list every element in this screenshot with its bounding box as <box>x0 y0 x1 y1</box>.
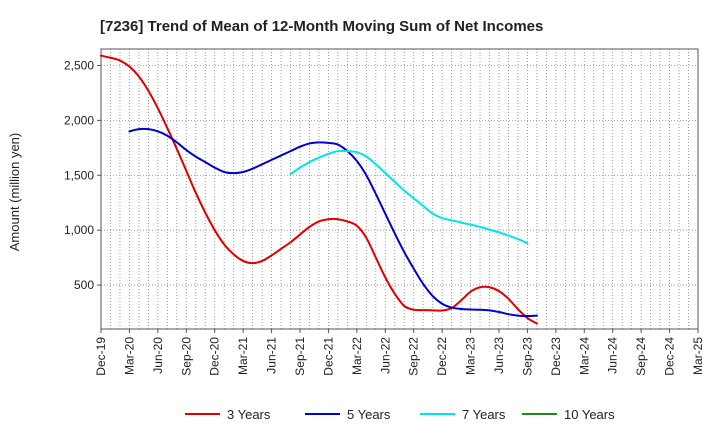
plot-frame <box>100 48 699 330</box>
plot-area: 500 1,000 1,500 2,000 2,500 Dec-19 Mar-20 Jun-2… <box>64 48 705 376</box>
y-tick-label: 1,000 <box>64 223 94 237</box>
y-tick-label: 500 <box>74 278 94 292</box>
x-tick-label: Dec-24 <box>663 337 677 376</box>
x-tick-label: Mar-20 <box>122 337 136 375</box>
x-tick-label: Sep-21 <box>293 337 307 376</box>
x-tick-label: Mar-21 <box>236 337 250 375</box>
x-tick-label: Dec-21 <box>321 337 335 376</box>
series-line-5-years <box>128 127 538 318</box>
legend: 3 Years 5 Years 7 Years 10 Years <box>185 407 615 422</box>
x-tick-label: Mar-25 <box>691 337 705 375</box>
x-tick-label: Mar-24 <box>577 337 591 375</box>
legend-label: 10 Years <box>564 407 615 422</box>
x-tick-label: Jun-22 <box>378 337 392 374</box>
x-tick-label: Dec-23 <box>549 337 563 376</box>
x-tick-label: Jun-20 <box>151 337 165 374</box>
x-tick-label: Mar-22 <box>350 337 364 375</box>
chart-title: [7236] Trend of Mean of 12-Month Moving … <box>100 18 543 35</box>
x-tick-label: Sep-20 <box>179 337 193 376</box>
series-line-7-years <box>289 149 529 245</box>
legend-label: 7 Years <box>462 407 506 422</box>
x-tick-label: Sep-22 <box>407 337 421 376</box>
x-tick-label: Dec-20 <box>208 337 222 376</box>
x-tick-label: Dec-19 <box>94 337 108 376</box>
x-tick-label: Jun-21 <box>265 337 279 374</box>
y-tick-label: 1,500 <box>64 168 94 182</box>
x-tick-label: Sep-23 <box>520 337 534 376</box>
x-tick-label: Mar-23 <box>464 337 478 375</box>
x-tick-label: Jun-23 <box>492 337 506 374</box>
series-line-3-years <box>100 54 538 325</box>
legend-label: 5 Years <box>347 407 391 422</box>
y-tick-label: 2,500 <box>64 58 94 72</box>
y-tick-label: 2,000 <box>64 113 94 127</box>
y-axis-label: Amount (million yen) <box>7 133 22 252</box>
x-tick-label: Dec-22 <box>435 337 449 376</box>
x-tick-label: Sep-24 <box>634 337 648 376</box>
legend-label: 3 Years <box>227 407 271 422</box>
x-tick-label: Jun-24 <box>606 337 620 374</box>
